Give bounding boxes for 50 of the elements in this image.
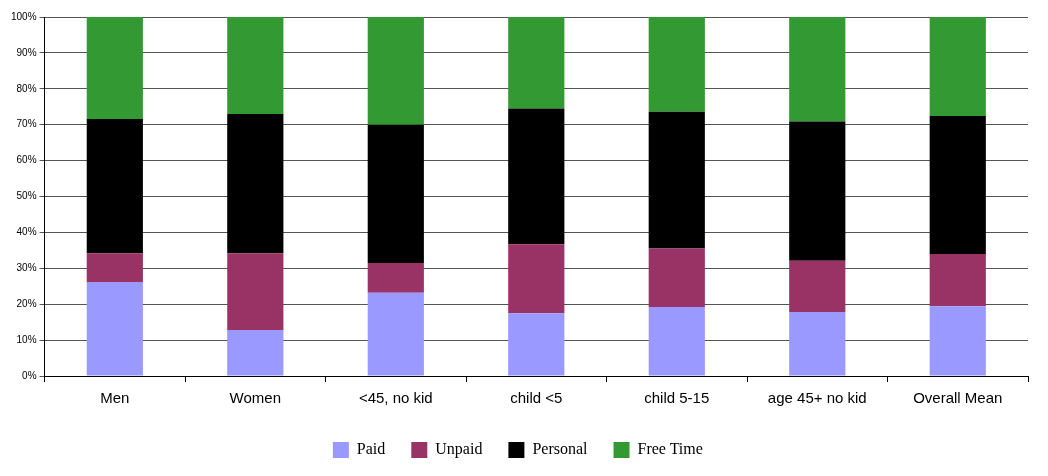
bar — [227, 17, 284, 114]
y-tick-label: 30% — [16, 262, 37, 274]
bar — [86, 281, 143, 376]
bar — [929, 306, 986, 376]
x-tick-label: Women — [229, 389, 282, 407]
y-tick-label: 0% — [22, 369, 37, 381]
bar — [648, 17, 705, 112]
bar — [227, 253, 284, 331]
bar — [367, 292, 424, 376]
x-tick-label: Overall Mean — [913, 389, 1003, 407]
y-tick-label: 50% — [16, 190, 37, 202]
bar — [648, 248, 705, 308]
bar — [227, 113, 284, 254]
y-tick-label: 40% — [16, 226, 37, 238]
x-tick-label: Men — [100, 389, 130, 407]
x-tick-label: <45, no kid — [358, 389, 433, 407]
bar — [86, 118, 143, 254]
bar — [508, 313, 565, 376]
y-tick-label: 10% — [16, 333, 37, 345]
bar — [648, 307, 705, 376]
legend-label: Personal — [532, 440, 589, 458]
bar — [929, 253, 986, 307]
bar — [367, 17, 424, 125]
bar — [508, 17, 565, 109]
bar — [367, 124, 424, 263]
legend-label: Free Time — [637, 440, 703, 458]
y-tick-label: 80% — [16, 82, 37, 94]
bar — [789, 121, 846, 261]
bar — [508, 108, 565, 245]
bar — [508, 244, 565, 314]
bar — [86, 253, 143, 282]
y-tick-label: 20% — [16, 297, 37, 309]
x-tick-label: child <5 — [510, 389, 563, 407]
x-tick-label: child 5-15 — [644, 389, 710, 407]
bar — [929, 116, 986, 254]
y-tick-label: 90% — [16, 46, 37, 58]
y-tick-label: 70% — [16, 118, 37, 130]
bar — [648, 111, 705, 249]
legend-label: Paid — [356, 440, 386, 458]
y-tick-label: 60% — [16, 154, 37, 166]
legend-label: Unpaid — [435, 440, 483, 459]
bar — [789, 312, 846, 376]
bar — [789, 260, 846, 313]
bar — [789, 17, 846, 122]
bar — [86, 17, 143, 119]
y-tick-label: 100% — [11, 10, 37, 22]
bar — [227, 330, 284, 376]
bar — [929, 17, 986, 117]
x-tick-label: age 45+ no kid — [767, 389, 867, 407]
bar — [367, 262, 424, 293]
